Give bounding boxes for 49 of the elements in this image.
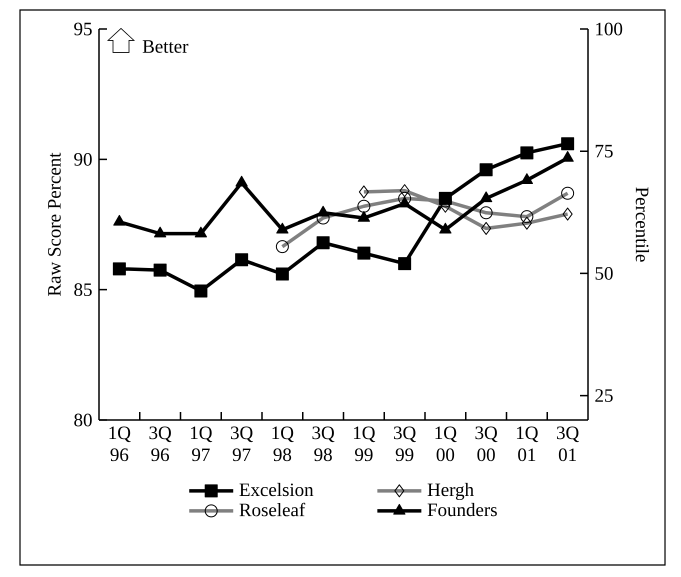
y2-tick-label: 100	[596, 22, 622, 36]
x-tick-label: 1Q 00	[435, 426, 457, 462]
point	[112, 262, 126, 276]
x-tick-label: 3Q 96	[149, 426, 172, 462]
point	[113, 214, 126, 226]
x-tick-label: 1Q 98	[272, 426, 294, 462]
y-tick-label: 80	[74, 414, 92, 426]
y-tick-label: 95	[74, 22, 92, 36]
y2-tick-label: 75	[596, 144, 613, 158]
point	[480, 191, 492, 202]
point	[561, 137, 574, 150]
legend-label: Hergh	[428, 482, 474, 500]
x-tick-label: 1Q 97	[190, 426, 212, 462]
point	[439, 222, 452, 234]
point	[520, 146, 534, 160]
point	[194, 284, 208, 298]
y2-tick-label: 50	[596, 267, 613, 280]
legend-label: Roseleaf	[240, 502, 306, 516]
point	[276, 268, 289, 281]
point	[358, 210, 370, 222]
y-axis-title: Raw Score Percent	[48, 152, 61, 296]
point	[357, 246, 370, 260]
x-tick-label: 1Q 99	[354, 426, 376, 462]
point	[562, 151, 574, 162]
point	[235, 176, 248, 187]
x-tick-label: 3Q 97	[230, 426, 253, 462]
x-tick-label: 1Q 01	[516, 426, 538, 462]
point	[316, 236, 330, 250]
x-tick-label: 3Q 99	[394, 426, 416, 462]
annotation: Better	[142, 40, 188, 53]
point	[194, 226, 208, 238]
point	[480, 163, 493, 176]
legend-label: Founders	[428, 502, 497, 516]
point	[235, 253, 248, 266]
legend-label: Excelsion	[240, 482, 314, 496]
point	[520, 173, 534, 184]
point	[154, 264, 167, 277]
y-tick-label: 85	[74, 283, 92, 296]
point	[398, 257, 412, 270]
x-tick-label: 3Q 00	[475, 426, 498, 462]
point	[154, 226, 166, 238]
x-tick-label: 3Q 98	[312, 426, 334, 462]
point	[276, 222, 289, 234]
x-tick-label: 3Q 01	[556, 426, 579, 462]
y-tick-label: 90	[74, 152, 92, 166]
y2-tick-label: 25	[595, 389, 613, 402]
point	[398, 196, 411, 208]
x-tick-label: 1Q 96	[109, 426, 131, 462]
y2-axis-title: Percentile	[636, 187, 650, 262]
